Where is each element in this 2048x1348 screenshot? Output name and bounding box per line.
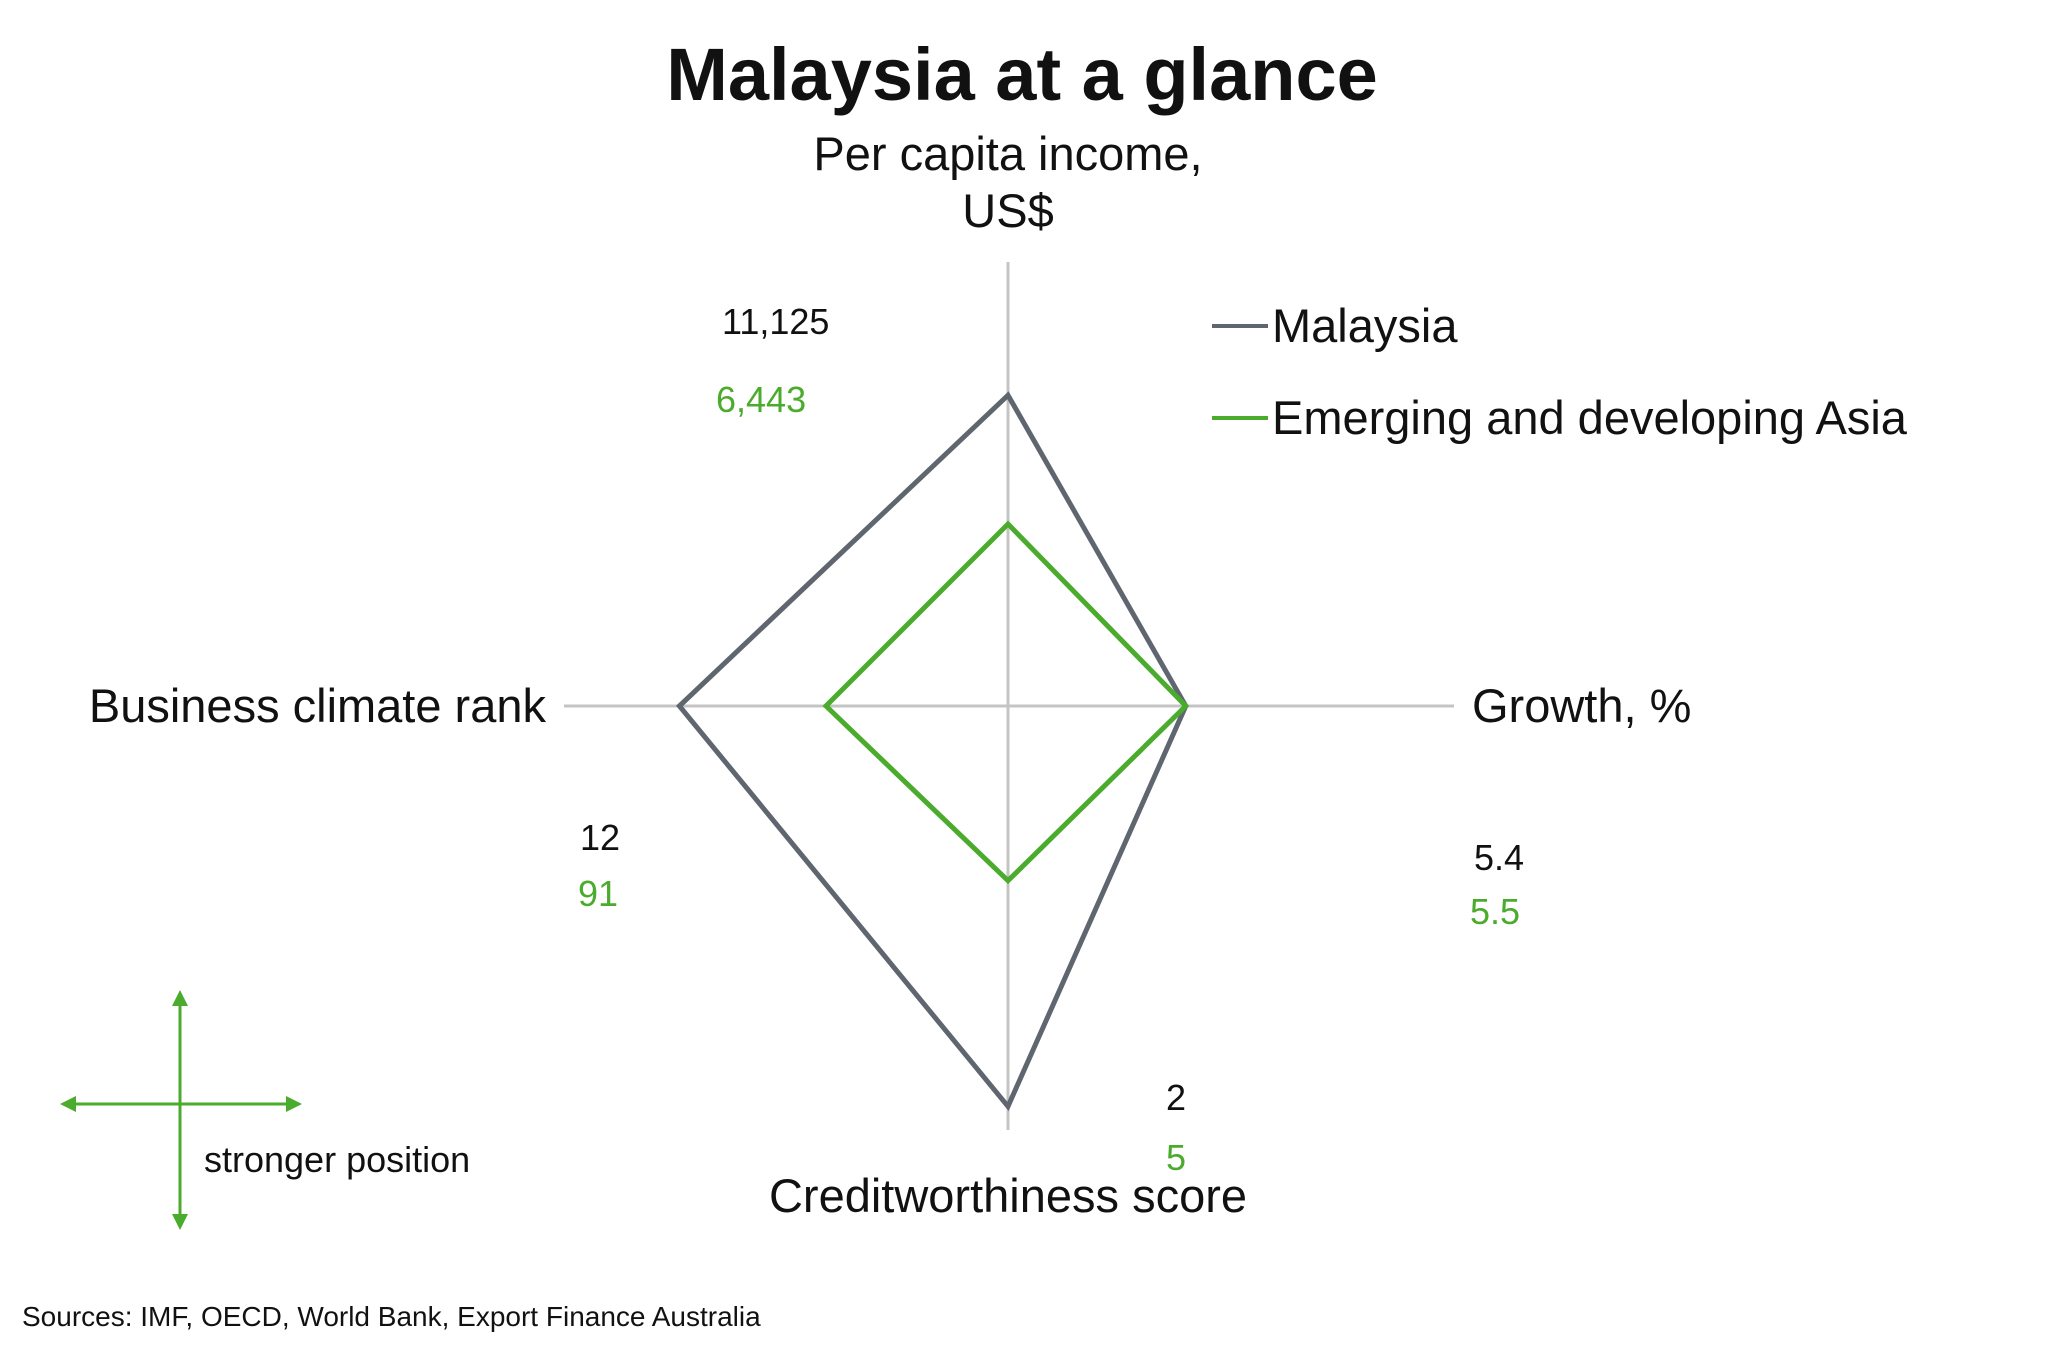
radar-axes xyxy=(564,262,1454,1130)
value-labels: 11,125 5.4 2 12 6,443 5.5 5 91 xyxy=(578,301,1524,1178)
series-polygon-malaysia xyxy=(675,391,1189,1112)
axis-labels: Per capita income, US$ Growth, % Creditwort… xyxy=(89,127,1692,1222)
axis-label-credit: Creditworthiness score xyxy=(769,1169,1247,1222)
legend-label-emerging-asia: Emerging and developing Asia xyxy=(1272,391,1908,444)
direction-key: stronger position xyxy=(60,990,470,1230)
value-label-business-emerging-asia: 91 xyxy=(578,873,618,914)
value-label-growth-emerging-asia: 5.5 xyxy=(1470,891,1520,932)
direction-arrows-icon xyxy=(60,990,302,1230)
axis-label-income: Per capita income, US$ xyxy=(813,127,1202,237)
value-label-income-emerging-asia: 6,443 xyxy=(716,379,806,420)
value-label-credit-malaysia: 2 xyxy=(1166,1077,1186,1118)
value-label-credit-emerging-asia: 5 xyxy=(1166,1137,1186,1178)
legend-label-malaysia: Malaysia xyxy=(1272,299,1458,352)
axis-label-growth: Growth, % xyxy=(1472,679,1691,732)
axis-label-business: Business climate rank xyxy=(89,679,547,732)
radar-series xyxy=(675,391,1190,1112)
value-label-growth-malaysia: 5.4 xyxy=(1474,837,1524,878)
source-note: Sources: IMF, OECD, World Bank, Export F… xyxy=(22,1301,761,1332)
direction-note: stronger position xyxy=(204,1139,470,1180)
value-label-business-malaysia: 12 xyxy=(580,817,620,858)
chart-title: Malaysia at a glance xyxy=(666,33,1378,116)
value-label-income-malaysia: 11,125 xyxy=(722,301,829,342)
series-polygon-emerging-asia xyxy=(822,520,1190,885)
legend: Malaysia Emerging and developing Asia xyxy=(1212,299,1908,444)
